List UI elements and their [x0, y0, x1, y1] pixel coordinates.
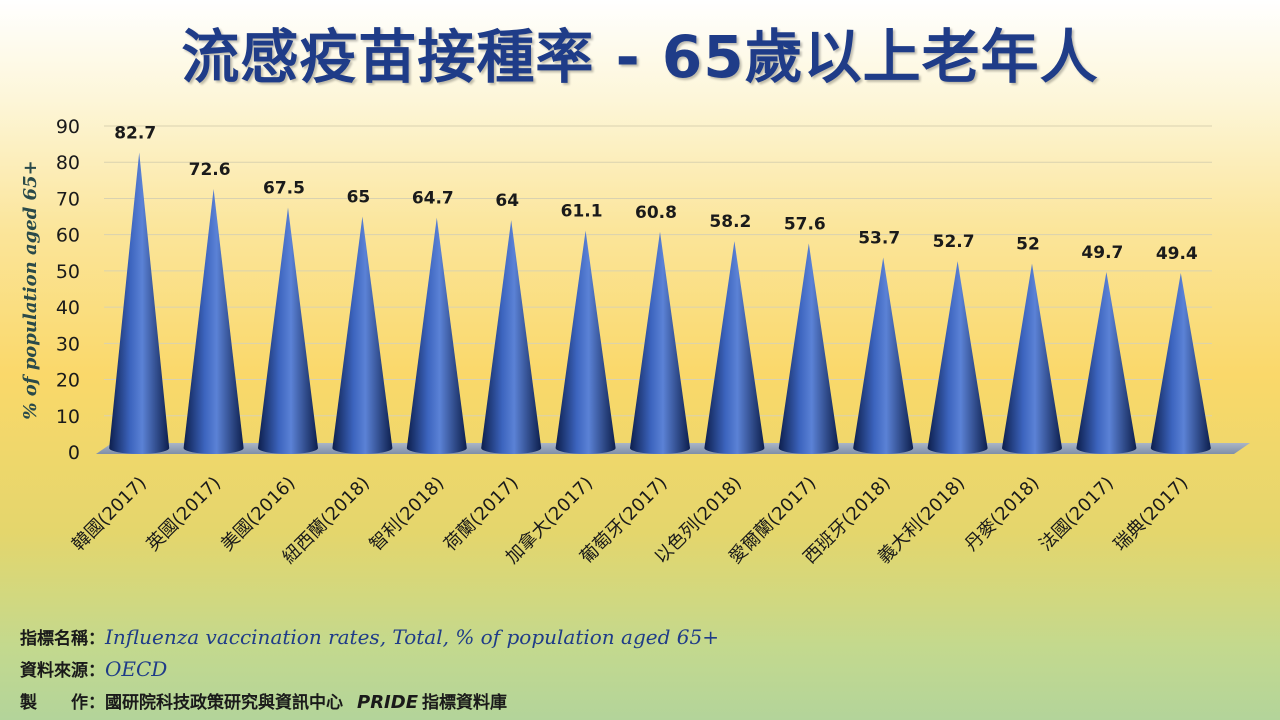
x-tick-label: 英國(2017)	[143, 473, 226, 556]
y-tick-label: 30	[56, 333, 80, 355]
bar: 49.7	[1076, 243, 1137, 455]
data-label: 58.2	[709, 212, 751, 232]
data-label: 49.4	[1156, 244, 1198, 264]
footer-indicator-value: Influenza vaccination rates, Total, % of…	[105, 625, 719, 649]
data-label: 49.7	[1081, 243, 1123, 263]
bar-cone	[704, 241, 765, 455]
bar-cone	[778, 243, 839, 455]
x-tick-label: 美國(2016)	[217, 473, 300, 556]
bar: 53.7	[853, 228, 914, 455]
footer-maker-value: 國研院科技政策研究與資訊中心	[105, 693, 343, 713]
bar-cone	[406, 217, 467, 455]
bar-cone	[1076, 271, 1137, 455]
bar: 57.6	[778, 214, 839, 455]
bar-cone	[109, 152, 170, 455]
data-label: 64	[495, 191, 519, 211]
y-tick-label: 10	[56, 406, 80, 428]
x-axis: 韓國(2017)英國(2017)美國(2016)紐西蘭(2018)智利(2018…	[68, 472, 1192, 568]
y-axis-label: % of population aged 65+	[20, 160, 41, 419]
data-label: 60.8	[635, 203, 677, 223]
data-label: 72.6	[189, 160, 231, 180]
data-label: 61.1	[561, 202, 603, 222]
x-tick-label: 法國(2017)	[1035, 473, 1118, 556]
footer-maker-db: PRIDE	[357, 692, 418, 713]
bar: 60.8	[630, 203, 690, 454]
chart-title: 流感疫苗接種率 - 65歲以上老年人	[181, 23, 1099, 91]
data-label: 67.5	[263, 179, 305, 199]
bar-cone	[853, 257, 914, 455]
y-tick-label: 80	[56, 152, 80, 174]
y-tick-label: 0	[68, 442, 80, 464]
x-tick-label: 荷蘭(2017)	[440, 473, 523, 556]
bar-cone	[927, 261, 988, 455]
data-label: 53.7	[858, 228, 900, 248]
footer-maker: 製 作：國研院科技政策研究與資訊中心 PRIDE 指標資料庫	[20, 688, 507, 713]
bar: 72.6	[183, 160, 244, 455]
footer-maker-suffix: 指標資料庫	[422, 693, 507, 713]
bar: 67.5	[258, 179, 318, 454]
footer-indicator-label: 指標名稱：	[20, 629, 105, 649]
y-tick-label: 60	[56, 225, 80, 247]
y-tick-label: 20	[56, 370, 80, 392]
bar: 52.7	[927, 232, 988, 455]
bar-cone	[1150, 273, 1211, 455]
bar: 49.4	[1150, 244, 1211, 455]
y-tick-label: 40	[56, 297, 80, 319]
x-tick-label: 瑞典(2017)	[1110, 473, 1193, 556]
bars: 82.7 72.6 67.5 65 64.7 64 61.1 60.8 58.2 57.6 53.7…	[109, 123, 1211, 455]
y-tick-label: 70	[56, 188, 80, 210]
bar-cone	[183, 189, 244, 455]
footer-indicator: 指標名稱：Influenza vaccination rates, Total,…	[20, 624, 719, 649]
bar-cone	[1002, 263, 1062, 454]
y-tick-label: 90	[56, 116, 80, 138]
bar: 64	[481, 191, 542, 455]
bar: 64.7	[406, 189, 467, 455]
data-label: 52	[1016, 235, 1040, 255]
x-tick-label: 韓國(2017)	[68, 473, 151, 556]
x-tick-label: 智利(2018)	[366, 473, 449, 556]
footer-maker-label: 製 作：	[20, 693, 105, 713]
data-label: 64.7	[412, 189, 454, 209]
bar-cone	[481, 220, 542, 455]
bar-cone	[332, 216, 393, 455]
data-label: 82.7	[114, 123, 156, 143]
footer-source: 資料來源：OECD	[20, 656, 167, 681]
bar: 82.7	[109, 123, 170, 455]
data-label: 57.6	[784, 214, 826, 234]
x-tick-label: 丹麥(2018)	[961, 473, 1044, 556]
y-axis: 0 10 20 30 40 50 60 70 80 90	[56, 116, 80, 464]
bar-cone	[555, 230, 616, 455]
bar-cone	[630, 231, 690, 454]
data-label: 52.7	[933, 232, 975, 252]
footer-source-value: OECD	[105, 657, 168, 681]
y-tick-label: 50	[56, 261, 80, 283]
bar: 52	[1002, 235, 1062, 454]
bar-cone	[258, 207, 318, 454]
footer-source-label: 資料來源：	[20, 661, 105, 681]
bar: 65	[332, 188, 393, 455]
bar: 58.2	[704, 212, 765, 455]
data-label: 65	[347, 188, 371, 208]
bar: 61.1	[555, 202, 616, 455]
